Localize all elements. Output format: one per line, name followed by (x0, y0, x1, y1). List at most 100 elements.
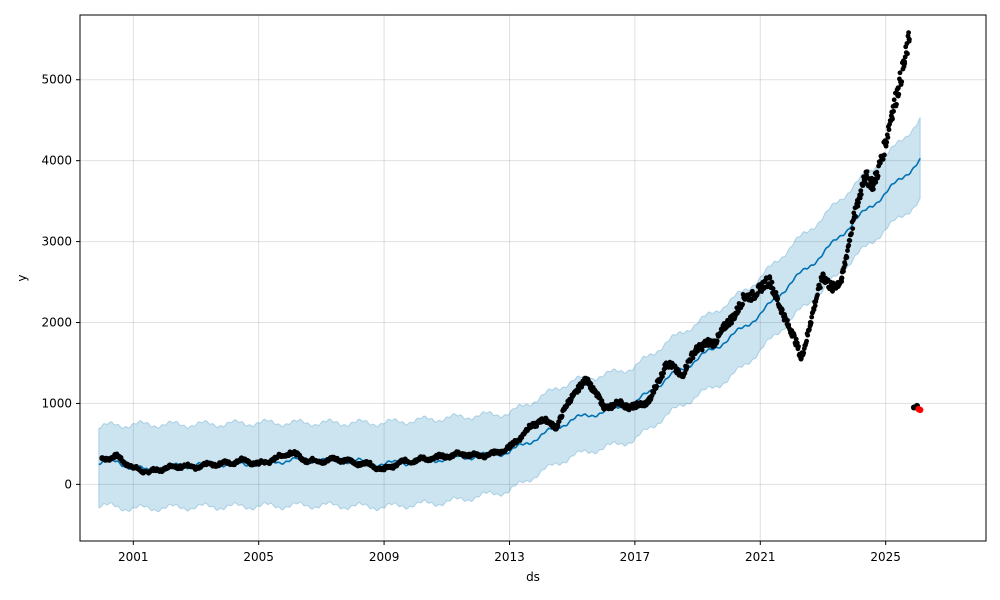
observed-point (506, 445, 513, 451)
observed-point (287, 449, 293, 455)
y-tick-label: 2000 (41, 316, 72, 330)
observed-point (767, 275, 773, 281)
interval-band (98, 117, 921, 513)
observed-point (871, 186, 876, 192)
observed-point (793, 336, 799, 342)
observed-point (271, 456, 277, 462)
plot-frame (79, 14, 987, 542)
observed-point (815, 292, 820, 298)
x-tick-label: 2017 (620, 550, 651, 564)
observed-point (491, 451, 497, 457)
observed-point (899, 79, 905, 85)
outlier-point (916, 406, 924, 414)
observed-point (845, 248, 850, 254)
observed-point (334, 455, 340, 462)
observed-point (556, 419, 562, 424)
observed-point (880, 156, 886, 162)
x-tick-label: 2005 (243, 550, 274, 564)
grid (80, 15, 986, 541)
observed-point (770, 286, 776, 291)
x-tick-label: 2021 (745, 550, 776, 564)
observed-point (522, 429, 528, 435)
observed-point (839, 275, 845, 281)
observed-point (303, 457, 309, 463)
observed-point (775, 296, 781, 302)
observed-point (855, 203, 861, 209)
observed-point (807, 319, 814, 326)
observed-point (714, 338, 720, 344)
observed-point (647, 396, 654, 402)
observed-point (428, 455, 434, 462)
observed-point (805, 332, 811, 338)
observed-point (901, 60, 908, 67)
observed-point (891, 97, 897, 103)
observed-point (856, 200, 861, 206)
observed-point (890, 116, 895, 122)
observed-point (162, 465, 168, 471)
observed-point (883, 141, 889, 148)
observed-point (193, 464, 199, 470)
y-axis-label: y (15, 274, 29, 281)
outlier-points (910, 402, 924, 414)
observed-point (895, 85, 901, 91)
y-tick-label: 5000 (41, 73, 72, 87)
observed-point (654, 383, 659, 389)
observed-point (585, 376, 591, 382)
observed-point (710, 340, 716, 346)
observed-point (690, 355, 696, 361)
observed-point (579, 384, 585, 390)
observed-point (616, 400, 622, 407)
observed-point (858, 192, 864, 197)
observed-point (885, 135, 891, 140)
observed-point (842, 262, 848, 267)
observed-point (224, 460, 230, 466)
observed-point (798, 356, 804, 362)
observed-point (829, 287, 835, 293)
observed-point (886, 127, 892, 133)
plot-area (80, 15, 986, 541)
observed-point (553, 423, 560, 429)
observed-point (905, 51, 910, 57)
observed-point (847, 238, 853, 244)
observed-point (740, 301, 745, 307)
x-axis: 2001 2005 2009 2013 2017 2021 2025 (118, 541, 901, 564)
observed-point (209, 461, 215, 467)
observed-point (350, 459, 356, 466)
observed-point (240, 457, 246, 463)
observed-point (870, 182, 876, 188)
observed-point (889, 109, 895, 115)
observed-point (820, 271, 826, 277)
observed-point (412, 457, 419, 463)
x-tick-label: 2009 (369, 550, 400, 564)
observed-point (851, 214, 857, 220)
observed-point (809, 314, 815, 320)
observed-point (875, 173, 881, 179)
observed-point (858, 188, 864, 194)
y-axis: 0 1000 2000 3000 4000 5000 (41, 73, 80, 491)
observed-point (694, 344, 701, 350)
x-tick-label: 2001 (118, 550, 149, 564)
observed-point (776, 303, 782, 309)
uncertainty-interval (98, 117, 921, 513)
x-tick-label: 2013 (494, 550, 525, 564)
observed-point (256, 461, 262, 467)
observed-point (864, 169, 870, 175)
observed-point (850, 226, 856, 232)
observed-point (632, 404, 638, 411)
observed-point (794, 340, 800, 346)
observed-point (818, 285, 823, 291)
observed-point (874, 169, 880, 175)
observed-point (841, 268, 846, 274)
observed-point (844, 255, 850, 260)
observed-point (559, 413, 565, 419)
observed-point (861, 174, 867, 180)
y-tick-label: 1000 (41, 396, 72, 410)
x-tick-label: 2025 (870, 550, 901, 564)
observed-point (811, 307, 817, 312)
observed-point (475, 453, 481, 459)
observed-point (742, 295, 748, 301)
observed-point (785, 317, 790, 323)
observed-point (146, 469, 152, 475)
observed-point (699, 347, 705, 353)
observed-point (177, 463, 183, 469)
